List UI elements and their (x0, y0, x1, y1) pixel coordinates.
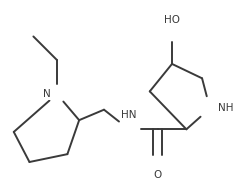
Text: O: O (153, 170, 162, 180)
Text: HN: HN (121, 110, 136, 120)
Text: N: N (43, 89, 50, 99)
Text: HO: HO (164, 15, 180, 25)
Text: NH: NH (218, 103, 233, 113)
